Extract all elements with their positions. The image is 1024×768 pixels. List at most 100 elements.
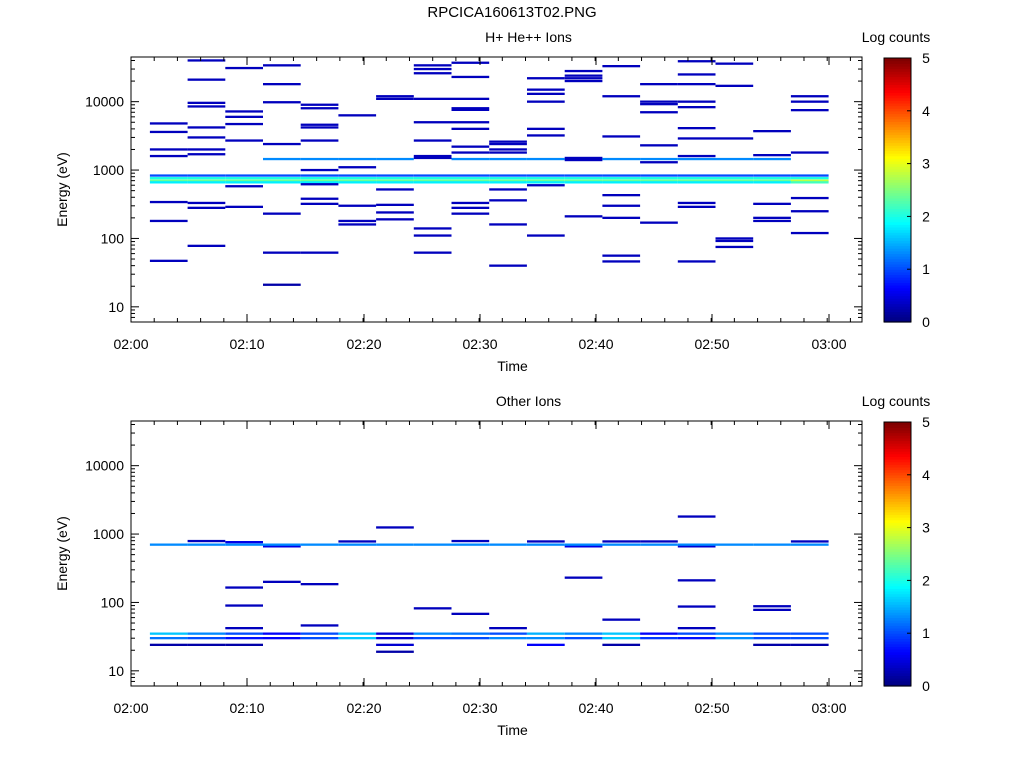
heatmap-cell: [413, 179, 452, 182]
colorbar-segment: [884, 134, 911, 138]
heatmap-cell: [790, 181, 829, 184]
colorbar-segment: [884, 643, 911, 647]
heatmap-cell: [677, 579, 716, 582]
colorbar-segment: [884, 601, 911, 605]
heatmap-cell: [602, 637, 641, 640]
colorbar-segment: [884, 538, 911, 542]
heatmap-cell: [564, 576, 603, 579]
colorbar-segment: [884, 76, 911, 80]
colorbar-segment: [884, 448, 911, 452]
heatmap-cell: [300, 157, 339, 161]
colorbar-segment: [884, 554, 911, 558]
colorbar-tick-label: 1: [922, 625, 930, 641]
colorbar-segment: [884, 219, 911, 223]
colorbar-segment: [884, 97, 911, 101]
colorbar-segment: [884, 556, 911, 560]
heatmap-cell: [149, 179, 188, 182]
colorbar-segment: [884, 229, 911, 233]
colorbar-segment: [884, 495, 911, 500]
x-tick-label: 03:00: [811, 700, 846, 716]
heatmap-cell: [489, 140, 527, 143]
heatmap-cell: [677, 545, 716, 548]
colorbar-segment: [884, 490, 911, 494]
heatmap-cell: [187, 539, 226, 543]
colorbar-segment: [884, 155, 911, 159]
colorbar-segment: [884, 213, 911, 217]
heatmap-cell: [677, 181, 716, 184]
colorbar-segment: [884, 118, 911, 122]
heatmap-cell: [225, 627, 263, 630]
heatmap-cell: [790, 174, 829, 177]
heatmap-cell: [527, 134, 565, 137]
heatmap-cell: [489, 199, 527, 202]
heatmap-cell: [300, 183, 339, 186]
heatmap-cell: [564, 179, 603, 182]
heatmap-cell: [753, 130, 791, 133]
heatmap-cell: [677, 179, 716, 182]
colorbar-segment: [884, 261, 911, 265]
heatmap-cell: [263, 64, 301, 67]
heatmap-cell: [300, 624, 339, 627]
colorbar-segment: [884, 506, 911, 510]
heatmap-cell: [602, 632, 641, 635]
heatmap-cell: [677, 605, 716, 608]
colorbar-segment: [884, 670, 911, 674]
colorbar-segment: [884, 580, 911, 584]
heatmap-cell: [602, 543, 641, 546]
heatmap-cell: [640, 161, 678, 164]
heatmap-cell: [338, 637, 377, 640]
heatmap-cell: [300, 632, 339, 635]
heatmap-cell: [149, 130, 188, 134]
heatmap-cell: [225, 632, 263, 635]
colorbar-segment: [884, 248, 911, 252]
colorbar-segment: [884, 234, 911, 239]
heatmap-cell: [564, 545, 603, 548]
heatmap-cell: [300, 179, 339, 182]
heatmap-cell: [187, 177, 226, 180]
colorbar-segment: [884, 73, 911, 78]
heatmap-cell: [715, 637, 754, 640]
heatmap-cell: [489, 188, 527, 191]
colorbar-segment: [884, 651, 911, 655]
heatmap-cell: [187, 148, 226, 151]
x-tick-label: 02:40: [578, 700, 613, 716]
heatmap-cell: [413, 637, 452, 640]
heatmap-cell: [413, 156, 452, 160]
colorbar-segment: [884, 683, 911, 687]
heatmap-cell: [564, 156, 603, 160]
y-tick-label: 1000: [93, 526, 124, 542]
chart-panel-2: 02:00 02:10 02:20 02:30 02:40 02:50 03:0010100…: [54, 393, 930, 738]
colorbar-segment: [884, 514, 911, 518]
heatmap-cell: [413, 67, 452, 71]
colorbar-segment: [884, 675, 911, 679]
heatmap-cell: [413, 607, 452, 610]
heatmap-cell: [640, 543, 678, 546]
heatmap-cell: [640, 157, 678, 161]
heatmap-cell: [451, 75, 490, 79]
heatmap-cell: [715, 237, 754, 240]
heatmap-cell: [527, 179, 565, 182]
heatmap-cell: [489, 148, 527, 151]
colorbar-segment: [884, 100, 911, 104]
heatmap-cell: [376, 637, 414, 640]
colorbar-segment: [884, 527, 911, 531]
colorbar-segment: [884, 646, 911, 650]
colorbar-segment: [884, 659, 911, 663]
colorbar-segment: [884, 131, 911, 136]
heatmap-cell: [790, 177, 829, 180]
heatmap-cell: [715, 157, 754, 161]
heatmap-cell: [376, 211, 414, 214]
heatmap-cell: [225, 543, 263, 546]
heatmap-cell: [677, 543, 716, 546]
colorbar-segment: [884, 654, 911, 658]
heatmap-cell: [677, 157, 716, 161]
heatmap-cell: [715, 179, 754, 182]
heatmap-cell: [225, 205, 263, 208]
heatmap-cell: [527, 88, 565, 91]
heatmap-cell: [225, 139, 263, 142]
colorbar-segment: [884, 612, 911, 616]
colorbar-segment: [884, 422, 911, 426]
heatmap-cell: [715, 177, 754, 180]
heatmap-cell: [527, 643, 565, 646]
